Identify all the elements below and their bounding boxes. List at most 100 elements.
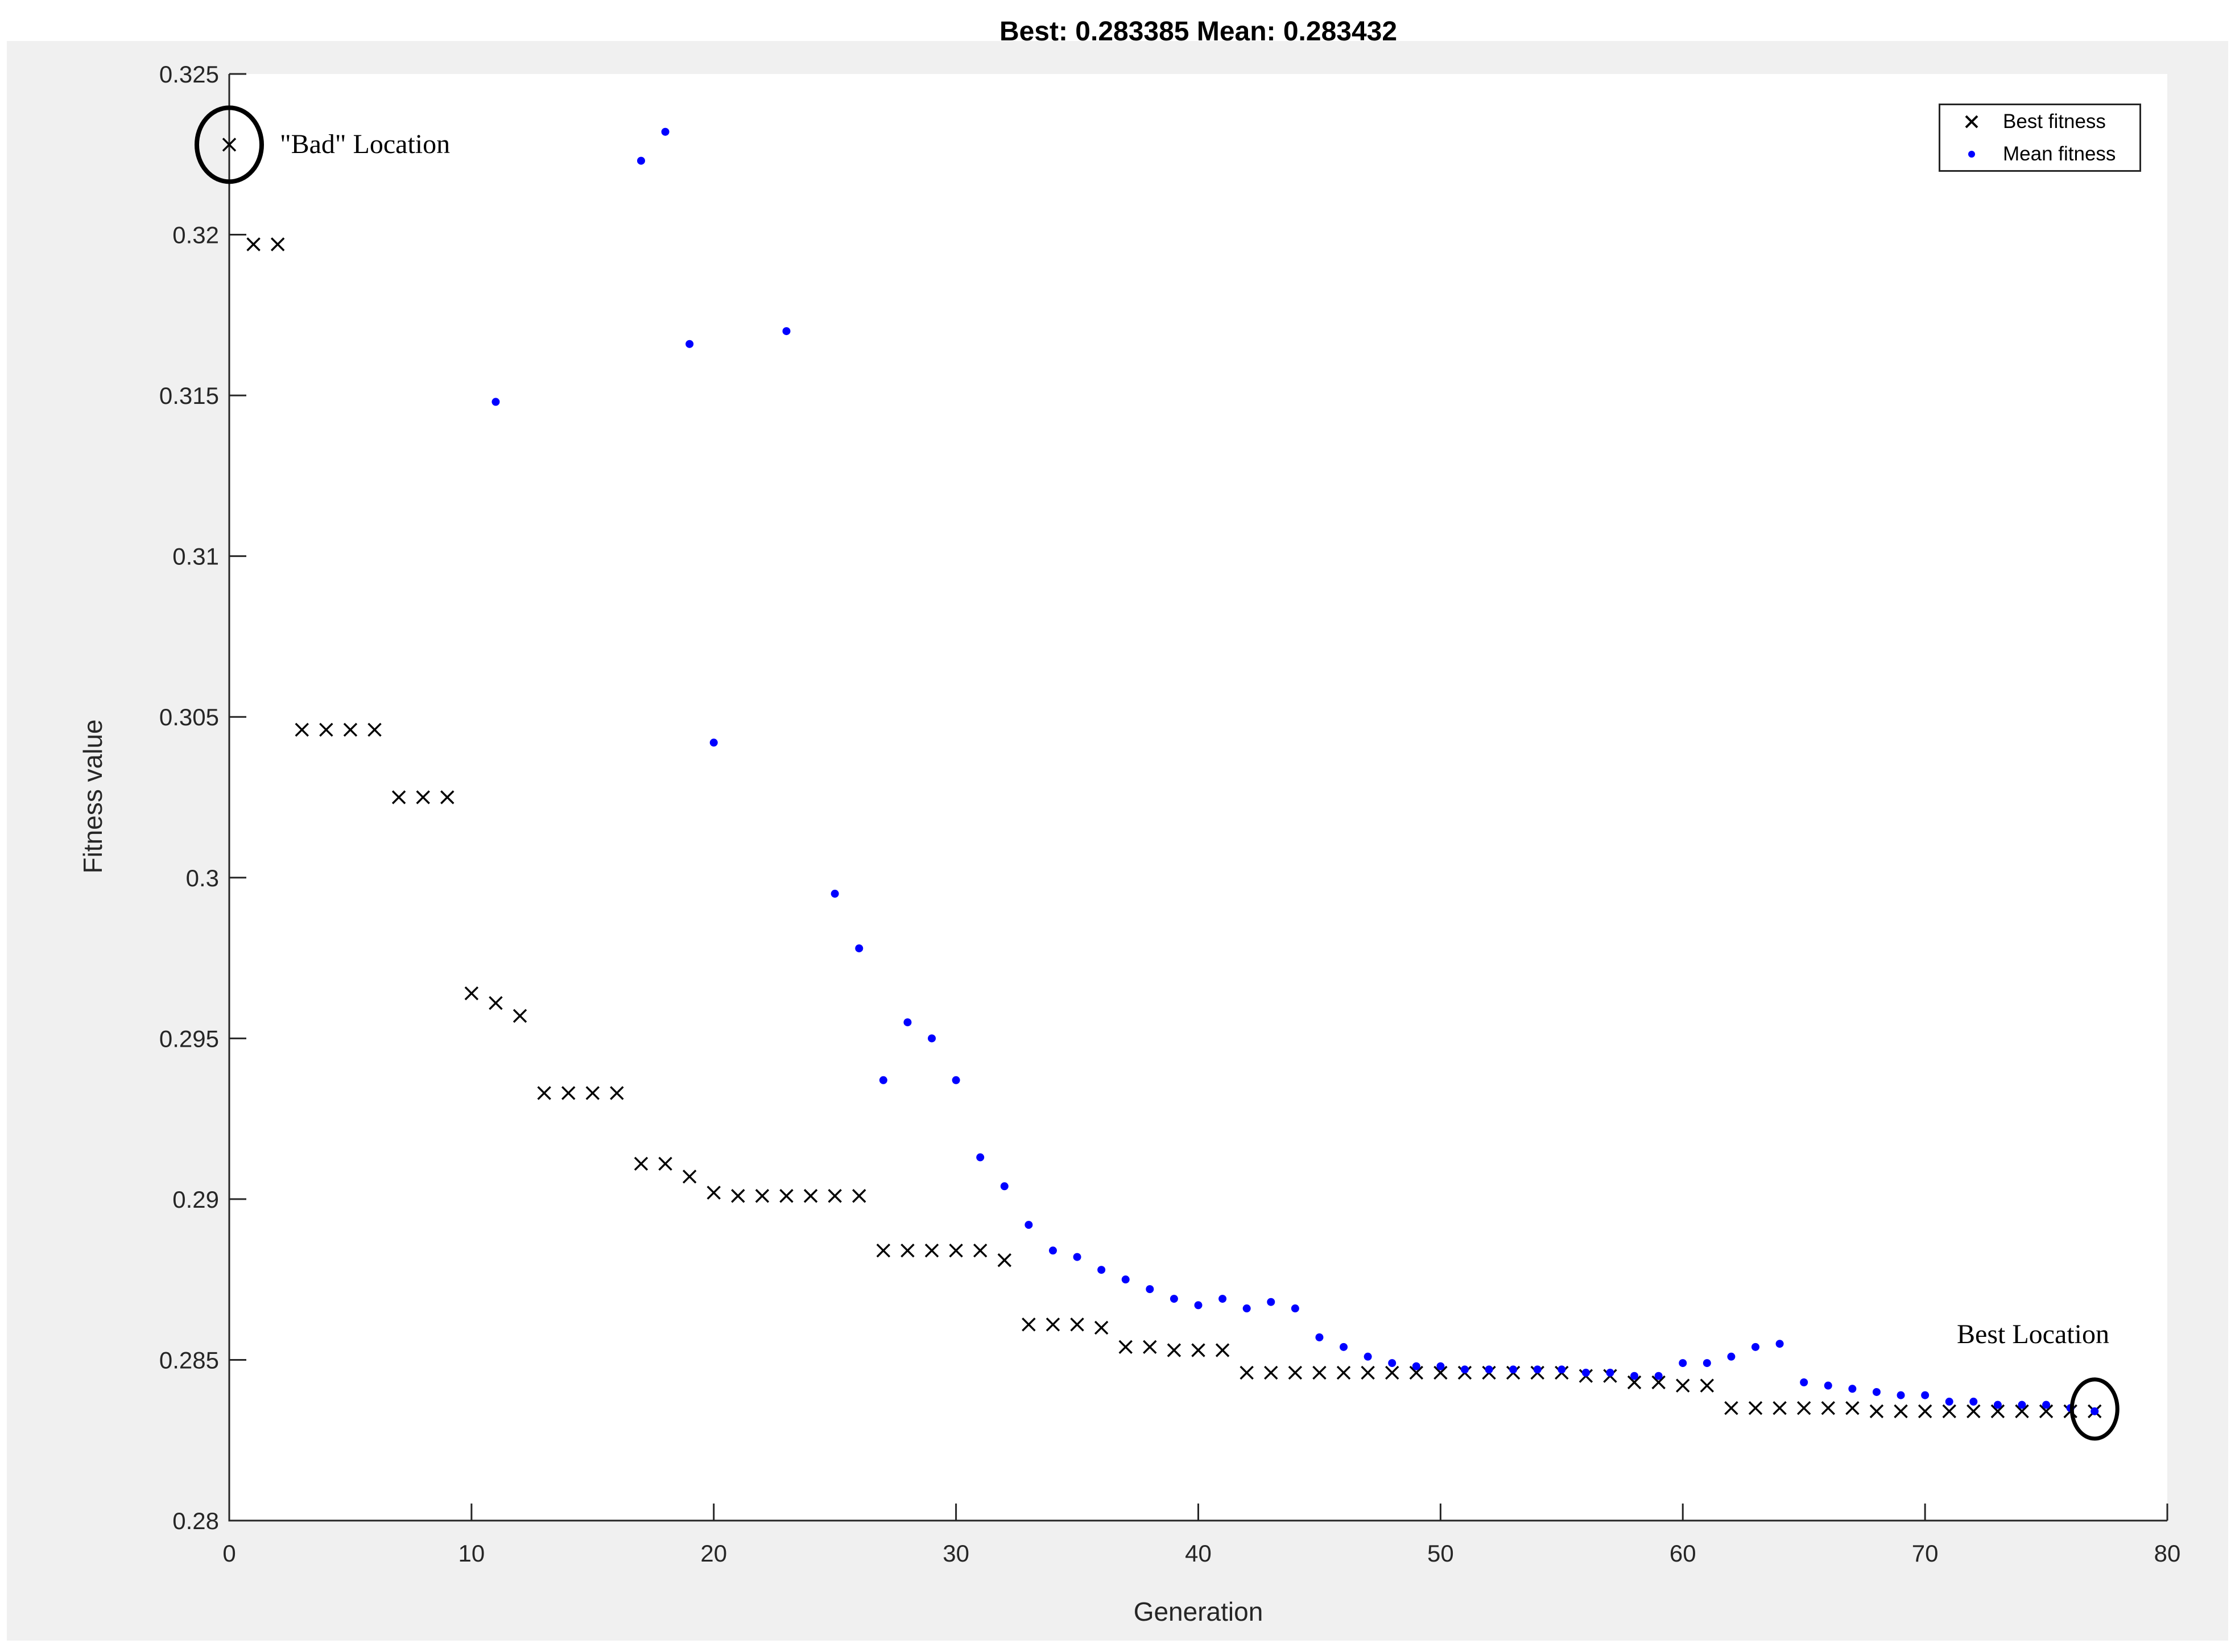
y-tick-label: 0.315 [159, 382, 219, 409]
best-fitness-marker [1288, 1365, 1303, 1380]
mean-fitness-marker [855, 944, 864, 953]
annotation-bad-location: "Bad" Location [280, 129, 451, 159]
mean-fitness-marker [831, 890, 839, 898]
x-tick-label: 80 [2154, 1540, 2181, 1567]
mean-fitness-marker [1291, 1304, 1299, 1313]
best-fitness-marker [1433, 1365, 1448, 1380]
x-tick-label: 70 [1912, 1540, 1939, 1567]
best-fitness-marker [949, 1244, 963, 1258]
mean-fitness-marker [1945, 1397, 1953, 1406]
best-fitness-marker [682, 1170, 697, 1184]
mean-fitness-marker [903, 1018, 912, 1027]
y-tick-label: 0.295 [159, 1025, 219, 1052]
mean-fitness-marker [1679, 1359, 1687, 1368]
mean-fitness-marker [1533, 1365, 1542, 1374]
best-fitness-marker [319, 722, 333, 737]
mean-fitness-marker [1727, 1352, 1736, 1361]
best-fitness-marker [973, 1244, 988, 1258]
mean-fitness-marker [1460, 1365, 1469, 1374]
mean-fitness-marker [1703, 1359, 1711, 1368]
mean-fitness-marker [1242, 1304, 1251, 1313]
x-tick-label: 20 [700, 1540, 727, 1567]
mean-fitness-marker [1121, 1275, 1130, 1284]
mean-fitness-marker [879, 1076, 887, 1084]
legend-label: Best fitness [2003, 110, 2106, 133]
mean-fitness-marker [1194, 1301, 1203, 1310]
best-fitness-marker [1869, 1404, 1884, 1419]
best-fitness-marker [295, 722, 309, 737]
mean-fitness-marker [1364, 1352, 1372, 1361]
dot-marker-icon [1940, 144, 2003, 164]
best-fitness-marker [1215, 1343, 1230, 1357]
y-tick-label: 0.325 [159, 61, 219, 88]
mean-fitness-marker [1751, 1343, 1760, 1351]
mean-fitness-marker [1581, 1369, 1590, 1377]
best-fitness-marker [1022, 1318, 1036, 1332]
mean-fitness-marker [1775, 1340, 1784, 1348]
best-fitness-marker [1918, 1404, 1932, 1419]
y-tick-label: 0.29 [172, 1186, 219, 1213]
mean-fitness-marker [1606, 1369, 1614, 1377]
y-tick-label: 0.31 [172, 543, 219, 570]
bad-location-circle [195, 105, 264, 184]
best-fitness-marker [1409, 1365, 1423, 1380]
best-fitness-marker [610, 1086, 624, 1100]
mean-fitness-marker [928, 1034, 936, 1043]
x-tick-label: 30 [943, 1540, 969, 1567]
best-fitness-marker [1361, 1365, 1375, 1380]
best-fitness-marker [1094, 1320, 1109, 1335]
mean-fitness-marker [1048, 1246, 1057, 1255]
mean-fitness-marker [1485, 1365, 1493, 1374]
best-fitness-marker [1967, 1404, 1981, 1419]
best-fitness-marker [222, 138, 237, 152]
best-fitness-marker [1724, 1401, 1738, 1415]
best-fitness-marker [1191, 1343, 1205, 1357]
x-tick-label: 50 [1427, 1540, 1454, 1567]
y-tick-label: 0.28 [172, 1508, 219, 1534]
x-tick-label: 10 [458, 1540, 485, 1567]
legend-item-best-fitness: Best fitness [1940, 105, 2139, 138]
best-fitness-marker [731, 1189, 745, 1203]
best-fitness-marker [440, 790, 455, 804]
best-fitness-marker [489, 996, 503, 1010]
best-fitness-marker [658, 1157, 672, 1171]
mean-fitness-marker [1921, 1391, 1930, 1399]
best-fitness-marker [1942, 1404, 1956, 1419]
best-fitness-marker [1990, 1404, 2005, 1419]
mean-fitness-marker [1824, 1381, 1832, 1390]
mean-fitness-marker [637, 156, 645, 165]
mean-fitness-marker [1000, 1182, 1009, 1191]
best-fitness-marker [2039, 1404, 2054, 1419]
best-fitness-marker [1240, 1365, 1254, 1380]
best-fitness-marker [924, 1244, 939, 1258]
best-fitness-marker [2015, 1404, 2029, 1419]
mean-fitness-marker [1509, 1365, 1518, 1374]
best-fitness-marker [707, 1186, 721, 1200]
mean-fitness-marker [685, 340, 694, 348]
plot-title: Best: 0.283385 Mean: 0.283432 [999, 16, 1398, 47]
best-fitness-marker [367, 722, 382, 737]
mean-fitness-marker [782, 327, 791, 336]
legend: Best fitness Mean fitness [1939, 104, 2141, 172]
best-fitness-marker [391, 790, 406, 804]
legend-label: Mean fitness [2003, 142, 2116, 165]
y-tick-label: 0.32 [172, 222, 219, 249]
best-fitness-marker [1700, 1378, 1715, 1393]
best-fitness-marker [634, 1157, 648, 1171]
mean-fitness-marker [1146, 1285, 1154, 1294]
plot-background [229, 74, 2167, 1521]
mean-fitness-marker [1097, 1266, 1106, 1274]
best-fitness-marker [803, 1189, 818, 1203]
mean-fitness-marker [661, 127, 670, 136]
mean-fitness-marker [1872, 1387, 1881, 1396]
mean-fitness-marker [1073, 1253, 1081, 1261]
mean-fitness-marker [1969, 1397, 1978, 1406]
best-fitness-marker [416, 790, 430, 804]
mean-fitness-marker [1315, 1333, 1324, 1341]
x-tick-label: 40 [1185, 1540, 1212, 1567]
best-fitness-marker [1845, 1401, 1860, 1415]
mean-fitness-marker [1024, 1221, 1033, 1229]
mean-fitness-marker [2018, 1401, 2026, 1409]
mean-fitness-marker [1340, 1343, 1348, 1351]
